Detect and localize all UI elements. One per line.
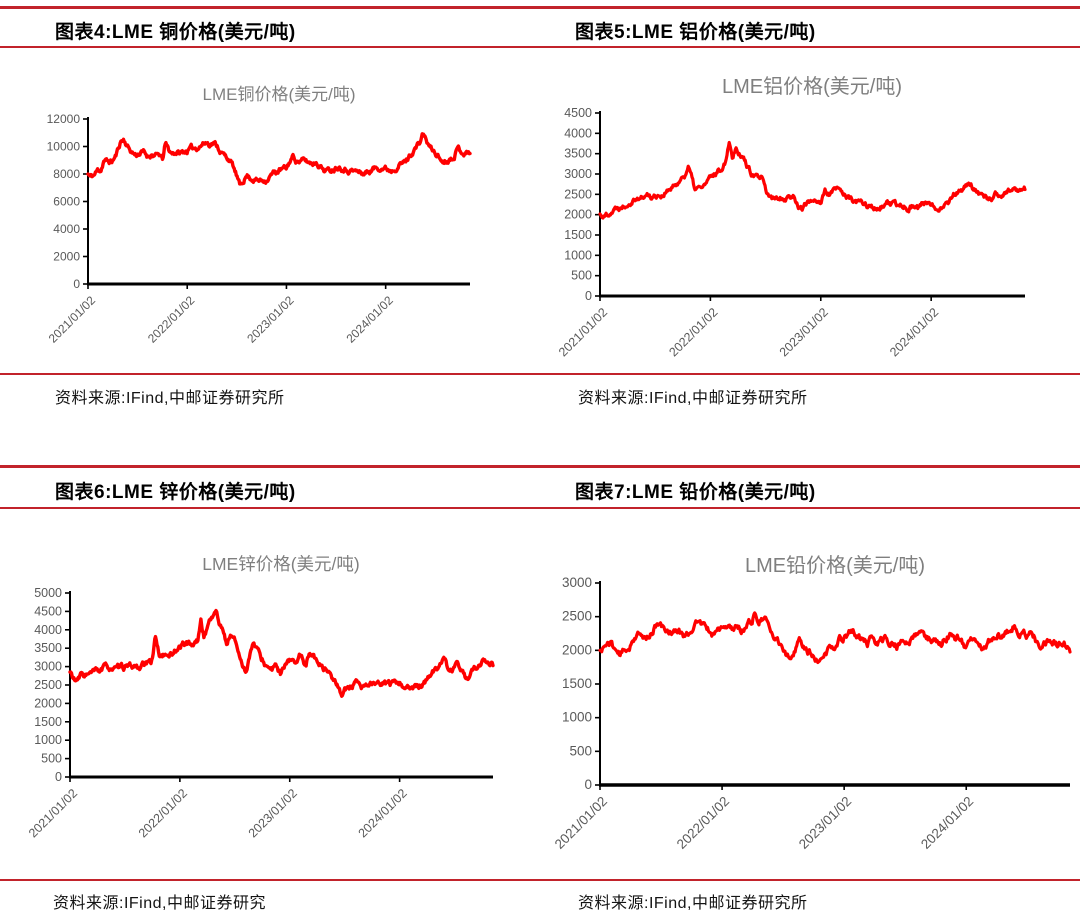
y-axis-label: 2000 — [564, 208, 592, 222]
figure6-header: 图表6:LME 锌价格(美元/吨) — [55, 482, 296, 503]
x-axis-label: 2024/01/02 — [887, 305, 941, 359]
y-axis-label: 2000 — [562, 642, 592, 657]
price-series-line — [598, 611, 1072, 665]
section2-source-rule — [0, 879, 1080, 881]
x-axis-label: 2024/01/02 — [356, 786, 410, 840]
section2-top-rule — [0, 465, 1080, 468]
y-axis-label: 1500 — [34, 715, 62, 729]
y-axis-label: 3000 — [34, 660, 62, 674]
zinc-price-chart: LME锌价格(美元/吨) 0 500 1000 1500 2000 2500 3000 3500… — [0, 520, 540, 878]
y-axis-label: 0 — [585, 289, 592, 303]
y-axis-label: 5000 — [34, 586, 62, 600]
y-axis-label: 4000 — [34, 623, 62, 637]
chart-title: LME铅价格(美元/吨) — [745, 554, 925, 577]
y-axis-label: 2500 — [34, 678, 62, 692]
chart-title: LME铝价格(美元/吨) — [722, 75, 902, 98]
y-axis-label: 8000 — [53, 167, 80, 181]
x-axis-label: 2021/01/02 — [556, 305, 610, 359]
figure4-source: 资料来源:IFind,中邮证券研究所 — [55, 390, 285, 407]
copper-plot-svg: LME铜价格(美元/吨) 0 2000 4000 6000 8000 10000 12000 2… — [46, 85, 472, 346]
price-series-line — [68, 608, 495, 698]
y-axis-label: 2500 — [564, 187, 592, 201]
section1-source-rule — [0, 373, 1080, 375]
y-axis-label: 3500 — [34, 641, 62, 655]
y-axis-label: 4500 — [34, 604, 62, 618]
y-axis-label: 0 — [73, 277, 80, 291]
y-axis-label: 0 — [584, 777, 592, 792]
y-axis-label: 0 — [55, 770, 62, 784]
x-axis-label: 2024/01/02 — [343, 293, 396, 346]
y-axis-label: 2500 — [562, 609, 592, 624]
x-axis-label: 2023/01/02 — [777, 305, 831, 359]
price-series-line — [86, 132, 472, 186]
y-axis-label: 500 — [569, 743, 592, 758]
y-axis-label: 2000 — [34, 696, 62, 710]
y-axis-label: 3000 — [562, 575, 592, 590]
y-axis-label: 3500 — [564, 147, 592, 161]
y-axis-label: 12000 — [47, 112, 81, 126]
y-axis-label: 1000 — [564, 248, 592, 262]
y-axis-label: 1500 — [562, 676, 592, 691]
figure5-source: 资料来源:IFind,中邮证券研究所 — [578, 390, 808, 407]
figure7-source: 资料来源:IFind,中邮证券研究所 — [578, 895, 808, 912]
y-axis-label: 1500 — [564, 228, 592, 242]
x-axis-label: 2021/01/02 — [552, 794, 610, 852]
x-axis-label: 2022/01/02 — [145, 293, 198, 346]
y-axis-label: 10000 — [47, 140, 81, 154]
x-axis-label: 2022/01/02 — [136, 786, 190, 840]
y-axis-label: 500 — [41, 752, 62, 766]
x-axis-label: 2021/01/02 — [46, 293, 99, 346]
aluminum-plot-svg: LME铝价格(美元/吨) 0 500 1000 1500 2000 2500 3000 3500… — [556, 75, 1027, 359]
price-series-line — [598, 140, 1027, 220]
x-axis-label: 2023/01/02 — [244, 293, 297, 346]
y-axis-label: 2000 — [53, 250, 80, 264]
y-axis-label: 6000 — [53, 195, 80, 209]
figure5-header: 图表5:LME 铝价格(美元/吨) — [575, 22, 816, 43]
lead-plot-svg: LME铅价格(美元/吨) 0 500 1000 1500 2000 2500 3000 2021… — [552, 554, 1072, 852]
section1-top-rule — [0, 6, 1080, 9]
y-axis-label: 4000 — [564, 126, 592, 140]
section1-header-rule — [0, 46, 1080, 48]
figure4-header: 图表4:LME 铜价格(美元/吨) — [55, 22, 296, 43]
x-axis-label: 2022/01/02 — [674, 794, 732, 852]
figure7-header: 图表7:LME 铅价格(美元/吨) — [575, 482, 816, 503]
y-axis-label: 4500 — [564, 106, 592, 120]
lead-price-chart: LME铅价格(美元/吨) 0 500 1000 1500 2000 2500 3000 2021… — [540, 520, 1080, 878]
y-axis-label: 1000 — [34, 733, 62, 747]
y-axis-label: 500 — [571, 269, 592, 283]
x-axis-label: 2021/01/02 — [26, 786, 80, 840]
aluminum-price-chart: LME铝价格(美元/吨) 0 500 1000 1500 2000 2500 3000 3500… — [540, 60, 1080, 416]
chart-title: LME铜价格(美元/吨) — [203, 85, 356, 104]
y-axis-label: 3000 — [564, 167, 592, 181]
y-axis-label: 4000 — [53, 222, 80, 236]
y-axis-label: 1000 — [562, 710, 592, 725]
zinc-plot-svg: LME锌价格(美元/吨) 0 500 1000 1500 2000 2500 3000 3500… — [26, 554, 495, 840]
chart-title: LME锌价格(美元/吨) — [202, 554, 360, 574]
figure6-source: 资料来源:IFind,中邮证券研究 — [53, 895, 266, 912]
x-axis-label: 2024/01/02 — [918, 794, 976, 852]
x-axis-label: 2022/01/02 — [666, 305, 720, 359]
copper-price-chart: LME铜价格(美元/吨) 0 2000 4000 6000 8000 10000 12000 2… — [0, 60, 540, 416]
section2-header-rule — [0, 507, 1080, 509]
x-axis-label: 2023/01/02 — [796, 794, 854, 852]
x-axis-label: 2023/01/02 — [246, 786, 300, 840]
